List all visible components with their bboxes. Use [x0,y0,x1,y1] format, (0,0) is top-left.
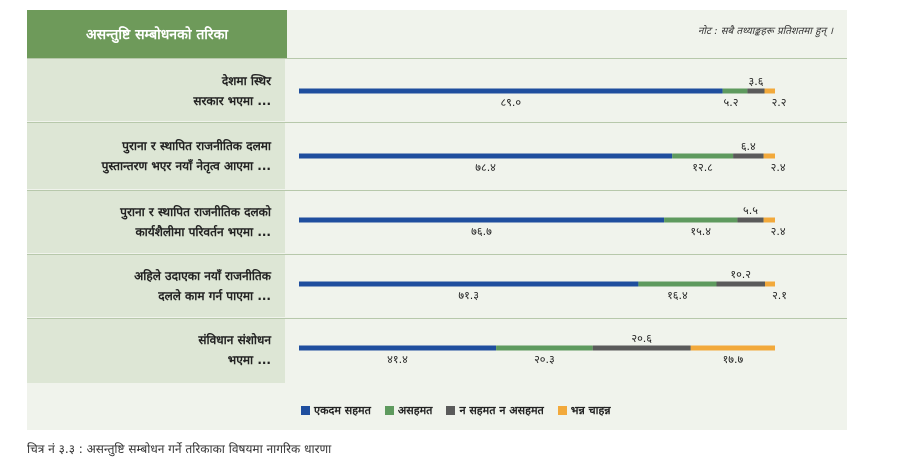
data-label: २.२ [772,96,787,109]
row-label-bg [27,319,285,383]
bar-segment [763,217,775,223]
category-label: संविधान संशोधन भएमा ... [198,333,271,367]
bar-segment [299,217,665,223]
legend-label: न सहमत न असहमत [459,404,544,417]
figure-caption: चित्र नं ३.३ : असन्तुष्टि सम्बोधन गर्ने … [27,442,332,456]
legend-item: असहमत [384,403,433,418]
data-label: १०.२ [730,268,751,281]
bar-segment [722,88,748,94]
bar-segment [496,345,593,351]
bar-segment [672,153,734,159]
stacked-bar-plot: ८९.० ५.२ ३.६ २.२ ७८.४ १२.८ ६.४ २.४ ७६.७ १५.४ ५.५ २.… [299,75,787,366]
data-label: २०.३ [534,353,555,366]
bar-segment [737,217,764,223]
data-label: १६.४ [667,289,688,302]
bar-segment [664,217,738,223]
legend-swatch [301,406,310,415]
data-label: २०.६ [631,332,652,345]
row-separator [27,254,847,255]
data-label: २.४ [771,161,786,174]
data-label: १७.७ [723,353,744,366]
row-label-bg [27,255,285,317]
data-label: २.४ [771,225,786,238]
data-label: ५.२ [724,96,739,109]
bar-segment [299,281,639,287]
legend-label: एकदम सहमत [314,404,371,417]
row-label-bg [27,191,285,253]
bar-segment [299,153,673,159]
data-label: १२.८ [692,161,713,174]
bar-segment [747,88,765,94]
data-label: ६.४ [741,140,756,153]
legend-swatch [446,406,456,415]
legend-item: एकदम सहमत [301,403,371,418]
header-title: असन्तुष्टि सम्बोधनको तरिका [85,26,229,43]
legend-label: भन्न चाहन्न [570,404,611,417]
row-separator [27,58,847,59]
bar-segment [638,281,717,287]
row-separator [27,122,847,123]
bar-segment [690,345,775,351]
category-label: पुराना र स्थापित राजनीतिक दलको कार्यशैलीम… [120,205,271,239]
chart-header: असन्तुष्टि सम्बोधनको तरिका [27,10,287,58]
bar-segment [716,281,766,287]
row-separator [27,318,847,319]
bar-segment [764,88,775,94]
legend-swatch [384,406,394,415]
legend-label: असहमत [397,404,433,417]
data-label: ७६.७ [471,225,492,238]
bar-segment [592,345,691,351]
data-label: ७१.३ [458,289,479,302]
chart-figure: असन्तुष्टि सम्बोधनको तरिका नोट : सबै तथ्… [27,10,847,430]
data-label: ५.५ [743,204,758,217]
data-label: ३.६ [749,75,764,88]
legend-item: न सहमत न असहमत [446,403,544,418]
row-label-bg [27,59,285,121]
row-label-bg [27,123,285,189]
legend-swatch [557,406,567,415]
data-label: ७८.४ [475,161,496,174]
bar-segment [763,153,775,159]
bar-segment [299,88,723,94]
data-label: ८९.० [500,96,521,109]
category-label: देशमा स्थिर सरकार भएमा ... [193,74,271,108]
note-text: नोट : सबै तथ्याङ्कहरू प्रतिशतमा हुन् । [697,26,833,37]
row-separator [27,190,847,191]
bar-segment [765,281,775,287]
data-label: २.१ [772,289,787,302]
category-label: पुराना र स्थापित राजनीतिक दलमा पुस्तान्तर… [101,139,271,173]
data-label: १५.४ [690,225,711,238]
legend: एकदम सहमत असहमत न सहमत न असहमत भन्न चाहन… [301,403,611,418]
legend-item: भन्न चाहन्न [557,403,611,418]
data-label: ४१.४ [387,353,408,366]
category-label: अहिले उदाएका नयाँ राजनीतिक दलले काम गर्न … [134,269,271,303]
bar-segment [299,345,497,351]
bar-segment [733,153,764,159]
